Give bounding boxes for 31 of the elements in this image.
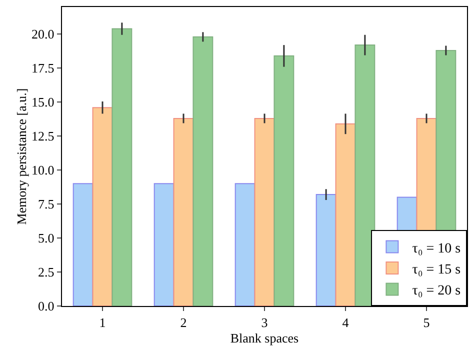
y-tick-label: 2.5 [38,264,54,280]
bar [335,123,356,306]
y-tick-label: 12.5 [31,128,54,144]
bar [354,44,376,306]
bar [254,118,275,306]
x-axis-title: Blank spaces [230,330,299,346]
y-tick-label: 10.0 [31,162,54,178]
legend-label: τ₀ = 20 s [412,284,461,299]
x-tick-label: 3 [261,314,268,330]
legend-label: τ₀ = 10 s [412,241,461,256]
y-tick-label: 17.5 [31,60,54,76]
bar [112,28,132,306]
x-tick-label: 5 [423,314,430,330]
x-tick-label: 2 [180,314,187,330]
x-tick-label: 4 [342,314,350,330]
y-tick-label: 7.5 [38,196,54,212]
y-tick-label: 15.0 [31,94,54,110]
bar [316,194,336,306]
bar [274,55,294,306]
bar [192,36,214,306]
x-tick-label: 1 [99,314,106,330]
legend-label: τ₀ = 15 s [412,262,461,278]
y-axis-title: Memory persistance [a.u.] [14,88,29,225]
y-tick-label: 5.0 [38,230,54,246]
y-tick-label: 20.0 [31,26,54,42]
y-tick-label: 0.0 [38,298,54,314]
bar [72,183,94,306]
bar [173,118,194,306]
bar [234,183,256,306]
bar [154,183,174,306]
bar [92,107,113,306]
